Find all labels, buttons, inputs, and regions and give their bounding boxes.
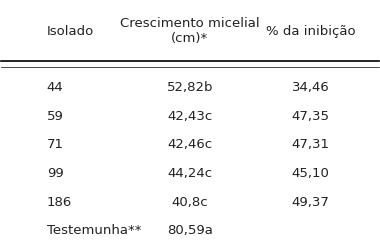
Text: 52,82b: 52,82b — [167, 81, 213, 94]
Text: 99: 99 — [47, 167, 63, 180]
Text: 47,31: 47,31 — [292, 138, 330, 151]
Text: Testemunha**: Testemunha** — [47, 224, 141, 237]
Text: 42,46c: 42,46c — [168, 138, 212, 151]
Text: 59: 59 — [47, 110, 63, 122]
Text: 45,10: 45,10 — [292, 167, 329, 180]
Text: 40,8c: 40,8c — [172, 196, 208, 208]
Text: 42,43c: 42,43c — [167, 110, 213, 122]
Text: 34,46: 34,46 — [292, 81, 329, 94]
Text: 80,59a: 80,59a — [167, 224, 213, 237]
Text: % da inibição: % da inibição — [266, 25, 356, 38]
Text: 44,24c: 44,24c — [168, 167, 212, 180]
Text: 47,35: 47,35 — [292, 110, 330, 122]
Text: 49,37: 49,37 — [292, 196, 329, 208]
Text: 44: 44 — [47, 81, 63, 94]
Text: Isolado: Isolado — [47, 25, 94, 38]
Text: 71: 71 — [47, 138, 64, 151]
Text: Crescimento micelial
(cm)*: Crescimento micelial (cm)* — [120, 17, 260, 45]
Text: 186: 186 — [47, 196, 72, 208]
